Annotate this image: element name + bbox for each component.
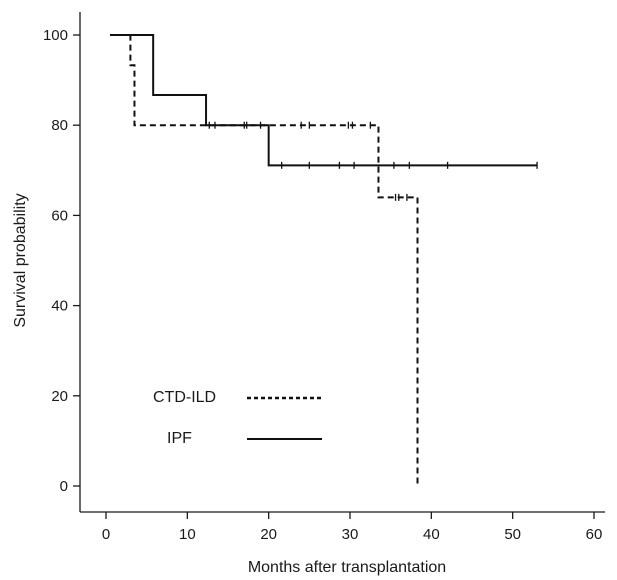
y-tick-label-100: 100 [43, 27, 68, 44]
curve-ipf [110, 34, 538, 167]
x-tick-label-10: 10 [179, 526, 196, 543]
x-axis-label: Months after transplantation [248, 559, 446, 576]
survival-curves [110, 34, 538, 486]
y-tick-label-20: 20 [51, 388, 68, 405]
x-tick-label-0: 0 [102, 526, 110, 543]
censor-marks [208, 121, 538, 201]
axes [79, 12, 605, 513]
x-tick-label-40: 40 [423, 526, 440, 543]
curve-ctd-ild [110, 34, 419, 486]
x-ticks: 0 10 20 30 40 50 60 [102, 512, 603, 543]
x-tick-label-60: 60 [586, 526, 603, 543]
legend: CTD-ILD IPF [153, 389, 322, 447]
legend-label-ipf: IPF [167, 430, 192, 447]
y-tick-label-80: 80 [51, 117, 68, 134]
x-tick-label-50: 50 [504, 526, 521, 543]
y-tick-label-0: 0 [60, 478, 68, 495]
x-tick-label-20: 20 [260, 526, 277, 543]
x-tick-label-30: 30 [342, 526, 359, 543]
y-axis-label: Survival probability [12, 193, 29, 327]
legend-label-ctd-ild: CTD-ILD [153, 389, 216, 406]
y-tick-label-60: 60 [51, 207, 68, 224]
y-ticks: 0 20 40 60 80 100 [43, 27, 80, 495]
y-tick-label-40: 40 [51, 298, 68, 315]
